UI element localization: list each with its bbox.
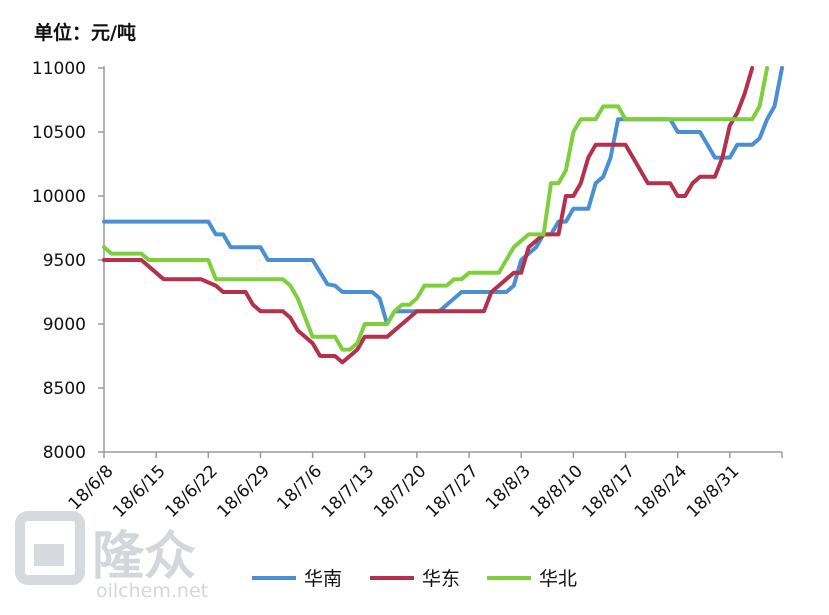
x-tick-label: 18/6/29 bbox=[214, 461, 274, 521]
series-line-1 bbox=[102, 66, 755, 365]
x-tick-label: 18/8/17 bbox=[579, 461, 639, 521]
x-tick-label: 18/8/31 bbox=[683, 461, 743, 521]
legend-label-2: 华北 bbox=[539, 568, 577, 590]
watermark-brand: 隆众 bbox=[92, 527, 196, 587]
y-tick-label: 8000 bbox=[43, 443, 86, 463]
series-line-2 bbox=[102, 66, 770, 352]
x-tick-label: 18/7/13 bbox=[318, 461, 378, 521]
y-tick-label: 9000 bbox=[43, 315, 86, 335]
series-lines bbox=[102, 66, 784, 365]
x-tick-label: 18/8/10 bbox=[526, 461, 586, 521]
legend-label-1: 华东 bbox=[422, 568, 460, 590]
x-tick-label: 18/8/24 bbox=[631, 461, 691, 521]
y-tick-label: 11000 bbox=[32, 59, 86, 79]
watermark-logo-icon bbox=[15, 511, 85, 585]
watermark: 隆众 oilchem.net bbox=[15, 511, 208, 602]
x-tick-label: 18/6/15 bbox=[109, 461, 169, 521]
y-tick-label: 10500 bbox=[32, 123, 86, 143]
unit-label: 单位：元/吨 bbox=[34, 22, 136, 44]
x-tick-label: 18/7/20 bbox=[370, 461, 430, 521]
x-tick-label: 18/7/27 bbox=[422, 461, 482, 521]
legend-label-0: 华南 bbox=[304, 568, 342, 590]
series-line-0 bbox=[102, 66, 784, 326]
y-tick-label: 10000 bbox=[32, 187, 86, 207]
watermark-site: oilchem.net bbox=[96, 580, 208, 602]
y-tick-label: 8500 bbox=[43, 379, 86, 399]
legend: 华南 华东 华北 bbox=[252, 568, 577, 590]
x-tick-label: 18/6/22 bbox=[161, 461, 221, 521]
y-tick-label: 9500 bbox=[43, 251, 86, 271]
y-axis-ticks: 8000 8500 9000 9500 10000 10500 11000 bbox=[32, 59, 104, 463]
